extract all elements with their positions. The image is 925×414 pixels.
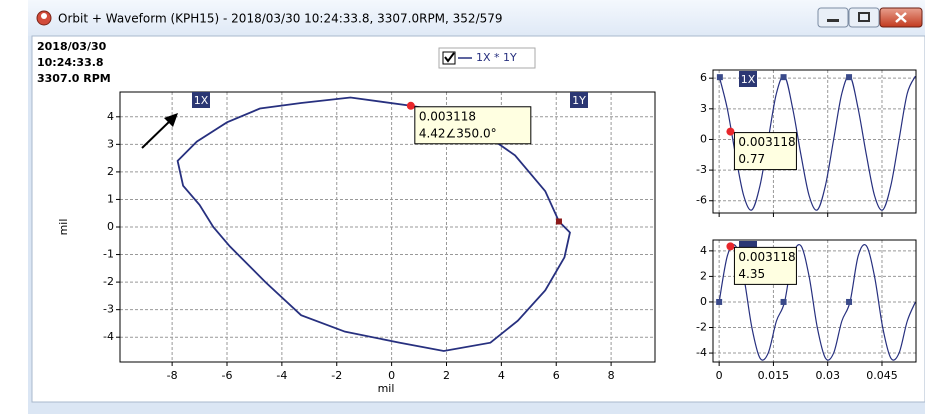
arrow-shaft: [141, 118, 173, 149]
keyphasor-marker: [846, 298, 853, 305]
x-tick-label: -4: [276, 369, 287, 382]
x-tick-label: 6: [553, 369, 560, 382]
x-tick-label: -6: [222, 369, 233, 382]
x-tick-label: -2: [331, 369, 342, 382]
keyphasor-marker: [716, 298, 723, 305]
y-tick-label: 2: [107, 165, 114, 178]
cursor-tooltip: [733, 132, 797, 171]
maximize-button[interactable]: [848, 7, 880, 28]
legend-label: 1X * 1Y: [476, 51, 517, 64]
keyphasor-marker: [716, 74, 723, 81]
y-tick-label: -4: [103, 330, 114, 343]
minimize-button[interactable]: [817, 7, 849, 28]
annotation-box: [739, 71, 757, 87]
title-bar: [28, 0, 925, 36]
series-line: [718, 244, 916, 361]
y-tick-label: 3: [107, 137, 114, 150]
x-tick-label: 8: [608, 369, 615, 382]
annotation: 1X: [194, 94, 209, 107]
cursor-point: [726, 127, 735, 136]
cursor-tooltip: [733, 246, 797, 285]
close-icon: [895, 12, 907, 23]
y-tick-label: 0: [700, 295, 707, 308]
y-tick-label: -3: [103, 303, 114, 316]
y-tick-label: 4: [700, 244, 707, 257]
x-tick-label: 0: [388, 369, 395, 382]
y-tick-label: 3: [700, 102, 707, 115]
y-tick-label: -1: [103, 248, 114, 261]
annotation: 1X: [741, 73, 756, 86]
minimize-icon: [827, 19, 839, 22]
x-tick-label: 0.03: [815, 369, 840, 382]
y-tick-label: 4: [107, 110, 114, 123]
cursor-tooltip-line: 4.42∠350.0°: [419, 126, 497, 140]
plot-border: [119, 91, 656, 363]
annotation-box: [192, 92, 210, 108]
info-rpm: 3307.0 RPM: [37, 72, 111, 85]
x-tick-label: -8: [167, 369, 178, 382]
y-tick-label: -6: [696, 194, 707, 207]
x-tick-label: 2: [443, 369, 450, 382]
info-date: 2018/03/30: [37, 40, 107, 53]
y-tick-label: -4: [696, 346, 707, 359]
check-mark: [444, 52, 455, 63]
annotation-box: [570, 92, 588, 108]
y-tick-label: 2: [700, 269, 707, 282]
cursor-point: [726, 242, 735, 251]
x-tick-label: 0.045: [866, 369, 898, 382]
x-tick-label: 0: [716, 369, 723, 382]
cursor-tooltip-line: 0.003118: [738, 135, 795, 149]
keyphasor-marker: [780, 74, 787, 81]
series-line: [176, 96, 571, 352]
legend: [438, 47, 536, 69]
y-tick-label: 0: [700, 132, 707, 145]
y-tick-label: 0: [107, 220, 114, 233]
x-axis-label: mil: [378, 382, 395, 395]
info-time: 10:24:33.8: [37, 56, 104, 69]
keyphasor-marker: [555, 218, 562, 225]
y-tick-label: -2: [696, 321, 707, 334]
keyphasor-marker: [780, 298, 787, 305]
y-tick-label: 6: [700, 71, 707, 84]
cursor-point: [406, 101, 415, 110]
keyphasor-marker: [846, 74, 853, 81]
cursor-tooltip-line: 0.003118: [419, 109, 476, 123]
cursor-tooltip: [414, 106, 532, 145]
cursor-tooltip-line: 4.35: [738, 267, 765, 281]
series-line: [718, 75, 916, 211]
arrow-head: [164, 113, 178, 127]
cursor-tooltip-line: 0.003118: [738, 250, 795, 264]
plot-border: [712, 69, 917, 214]
cursor-tooltip-line: 0.77: [738, 152, 765, 166]
y-tick-label: -3: [696, 163, 707, 176]
y-axis-label: mil: [57, 219, 70, 236]
y-tick-label: 1: [107, 192, 114, 205]
maximize-icon: [858, 12, 870, 22]
x-tick-label: 0.015: [758, 369, 790, 382]
x-tick-label: 4: [498, 369, 505, 382]
annotation: 1Y: [572, 94, 586, 107]
plot-border: [712, 239, 917, 363]
window-title: Orbit + Waveform (KPH15) - 2018/03/30 10…: [58, 12, 503, 26]
y-tick-label: -2: [103, 275, 114, 288]
app-icon-dot: [41, 13, 47, 19]
